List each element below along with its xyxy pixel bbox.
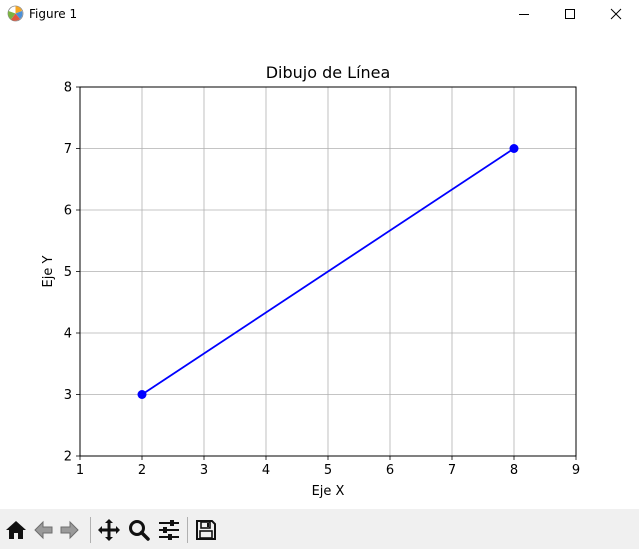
y-tick-label: 7 xyxy=(64,142,72,157)
home-button[interactable] xyxy=(4,518,28,542)
toolbar-separator xyxy=(90,517,91,543)
maximize-icon xyxy=(565,9,575,19)
close-icon xyxy=(610,8,622,20)
x-tick-label: 8 xyxy=(510,463,518,478)
y-axis-label: Eje Y xyxy=(41,255,56,287)
configure-subplots-icon xyxy=(159,520,179,540)
y-tick-label: 8 xyxy=(64,81,72,96)
pan-button[interactable] xyxy=(97,518,121,542)
forward-button[interactable] xyxy=(58,518,82,542)
x-tick-label: 3 xyxy=(200,463,208,478)
save-floppy-icon xyxy=(196,520,216,540)
window-titlebar: Figure 1 xyxy=(0,0,639,28)
data-point-marker xyxy=(137,390,147,399)
matplotlib-logo-icon xyxy=(7,5,24,22)
series-layer xyxy=(137,144,519,399)
chart-title: Dibujo de Línea xyxy=(266,63,391,82)
data-point-marker xyxy=(509,144,519,153)
minimize-button[interactable] xyxy=(501,0,547,28)
toolbar-separator xyxy=(187,517,188,543)
x-tick-label: 9 xyxy=(572,463,580,478)
window-title: Figure 1 xyxy=(29,7,78,21)
x-tick-label: 7 xyxy=(448,463,456,478)
save-button[interactable] xyxy=(194,518,218,542)
x-tick-label: 1 xyxy=(76,463,84,478)
close-button[interactable] xyxy=(593,0,639,28)
navigation-toolbar xyxy=(0,509,639,549)
x-tick-label: 2 xyxy=(138,463,146,478)
zoom-button[interactable] xyxy=(127,518,151,542)
x-tick-label: 4 xyxy=(262,463,270,478)
home-icon xyxy=(6,521,26,539)
x-axis-label: Eje X xyxy=(312,484,345,499)
y-tick-label: 5 xyxy=(64,265,72,280)
y-tick-label: 4 xyxy=(64,327,72,342)
x-tick-label: 5 xyxy=(324,463,332,478)
y-tick-label: 3 xyxy=(64,388,72,403)
configure-subplots-button[interactable] xyxy=(157,518,181,542)
forward-arrow-icon xyxy=(60,520,79,540)
x-tick-label: 6 xyxy=(386,463,394,478)
minimize-icon xyxy=(519,14,529,15)
zoom-magnifier-icon xyxy=(129,520,150,541)
back-button[interactable] xyxy=(31,518,55,542)
y-tick-label: 6 xyxy=(64,204,72,219)
y-tick-label: 2 xyxy=(64,450,72,465)
maximize-button[interactable] xyxy=(547,0,593,28)
back-arrow-icon xyxy=(34,520,53,540)
pan-move-icon xyxy=(98,519,120,541)
series-line xyxy=(141,147,515,396)
